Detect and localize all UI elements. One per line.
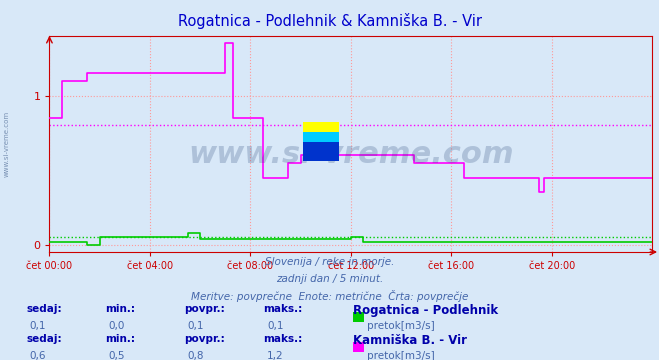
Text: 0,5: 0,5	[109, 351, 125, 360]
Text: Rogatnica - Podlehnik: Rogatnica - Podlehnik	[353, 304, 498, 317]
Text: povpr.:: povpr.:	[185, 304, 225, 314]
Text: www.si-vreme.com: www.si-vreme.com	[188, 140, 514, 169]
Text: sedaj:: sedaj:	[26, 334, 62, 344]
Bar	[302, 132, 339, 161]
Text: www.si-vreme.com: www.si-vreme.com	[3, 111, 10, 177]
Bar	[302, 142, 339, 161]
Text: 0,1: 0,1	[30, 321, 46, 331]
Text: Slovenija / reke in morje.: Slovenija / reke in morje.	[265, 257, 394, 267]
Text: zadnji dan / 5 minut.: zadnji dan / 5 minut.	[276, 274, 383, 284]
Text: 0,0: 0,0	[109, 321, 125, 331]
Text: 0,6: 0,6	[30, 351, 46, 360]
Text: 1,2: 1,2	[267, 351, 283, 360]
Text: Rogatnica - Podlehnik & Kamniška B. - Vir: Rogatnica - Podlehnik & Kamniška B. - Vi…	[177, 13, 482, 28]
Text: pretok[m3/s]: pretok[m3/s]	[367, 321, 435, 331]
Text: pretok[m3/s]: pretok[m3/s]	[367, 351, 435, 360]
Text: maks.:: maks.:	[264, 334, 303, 344]
Bar	[302, 122, 339, 161]
Text: 0,1: 0,1	[188, 321, 204, 331]
Text: maks.:: maks.:	[264, 304, 303, 314]
Text: sedaj:: sedaj:	[26, 304, 62, 314]
Text: min.:: min.:	[105, 334, 136, 344]
Text: min.:: min.:	[105, 304, 136, 314]
Text: 0,8: 0,8	[188, 351, 204, 360]
Text: 0,1: 0,1	[267, 321, 283, 331]
Text: Meritve: povprečne  Enote: metrične  Črta: povprečje: Meritve: povprečne Enote: metrične Črta:…	[191, 290, 468, 302]
Text: povpr.:: povpr.:	[185, 334, 225, 344]
Text: Kamniška B. - Vir: Kamniška B. - Vir	[353, 334, 467, 347]
